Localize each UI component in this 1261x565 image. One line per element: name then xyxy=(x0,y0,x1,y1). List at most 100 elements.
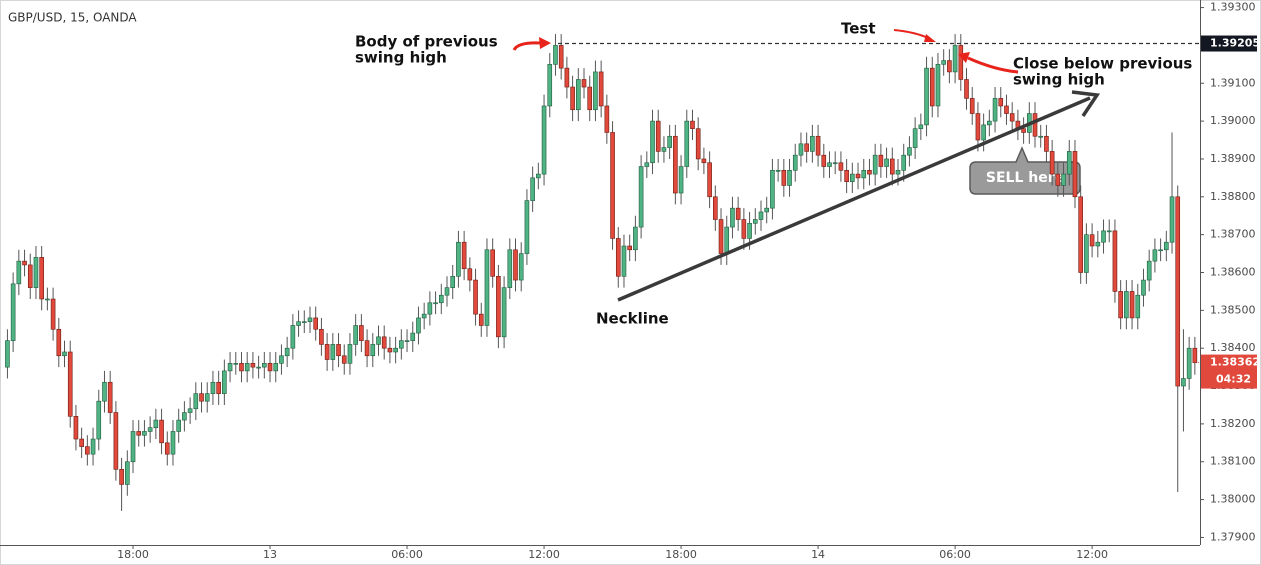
candle-body xyxy=(838,162,844,171)
candle-body xyxy=(918,124,924,129)
candle-body xyxy=(164,442,170,455)
candle-body xyxy=(741,219,747,239)
candle-body xyxy=(553,45,558,65)
candle-body xyxy=(256,366,261,369)
candle-body xyxy=(1038,135,1044,138)
candle-body xyxy=(792,154,798,171)
candle-body xyxy=(547,64,553,107)
candle-body xyxy=(1106,230,1112,233)
candle-body xyxy=(690,120,695,129)
y-tick-label: 1.38500 xyxy=(1210,303,1256,316)
candle-body xyxy=(102,381,107,402)
candle-body xyxy=(1089,234,1095,247)
candle-body xyxy=(958,45,964,80)
candle-body xyxy=(889,158,895,175)
candle-body xyxy=(67,351,73,417)
candle-body xyxy=(952,45,958,73)
candle-body xyxy=(490,249,495,277)
candle-body xyxy=(393,347,398,353)
candle-body xyxy=(964,79,969,99)
candle-body xyxy=(815,135,821,156)
candle-body xyxy=(673,135,678,194)
candle-body xyxy=(884,158,889,167)
candle-body xyxy=(222,370,227,394)
candle-body xyxy=(1186,347,1192,379)
annotation: Test xyxy=(841,20,876,38)
candle-body xyxy=(507,249,513,288)
price-line-label: 1.39205 xyxy=(1210,37,1260,50)
candle-body xyxy=(279,355,284,364)
candle-body xyxy=(713,196,718,220)
candle-body xyxy=(850,173,855,182)
candle-body xyxy=(1032,113,1038,137)
candle-body xyxy=(587,86,593,111)
candle-body xyxy=(1084,234,1089,273)
candle-body xyxy=(810,135,815,152)
countdown: 04:32 xyxy=(1216,373,1251,386)
candle-body xyxy=(364,340,370,357)
candle-body xyxy=(467,268,473,281)
candle-body xyxy=(530,177,535,201)
candle-body xyxy=(147,427,153,432)
candle-body xyxy=(1158,249,1163,252)
candle-body xyxy=(576,79,581,111)
candle-body xyxy=(284,347,290,357)
candle-body xyxy=(638,166,644,228)
candle-body xyxy=(324,344,330,360)
candle-body xyxy=(233,363,239,365)
candle-body xyxy=(182,412,187,421)
candle-body xyxy=(130,431,136,463)
candle-body xyxy=(969,98,975,114)
candle-body xyxy=(907,147,912,156)
candle-body xyxy=(501,287,507,338)
candle-body xyxy=(655,120,661,152)
candle-body xyxy=(90,438,96,455)
candle-body xyxy=(1101,230,1106,243)
candle-body xyxy=(159,419,164,444)
candle-body xyxy=(1009,113,1015,122)
candle-body xyxy=(695,128,701,160)
candle-body xyxy=(878,154,884,167)
candle-body xyxy=(96,400,102,440)
candle-body xyxy=(764,207,769,213)
candle-body xyxy=(79,438,84,447)
price-line-label-box xyxy=(1201,35,1257,52)
x-tick-label: 12:00 xyxy=(1076,548,1108,561)
candle-body xyxy=(307,317,313,323)
candle-body xyxy=(33,257,39,288)
candle-body xyxy=(524,200,530,254)
x-tick-label: 18:00 xyxy=(665,548,697,561)
y-tick-label: 1.39000 xyxy=(1210,114,1256,127)
candle-body xyxy=(347,344,353,364)
candle-body xyxy=(992,98,998,122)
candle-body xyxy=(387,347,393,353)
candle-body xyxy=(330,344,336,360)
candle-body xyxy=(707,162,712,198)
candle-body xyxy=(832,162,838,165)
candle-body xyxy=(1049,151,1055,175)
annotation: Body of previous xyxy=(355,33,498,51)
candle-body xyxy=(867,170,872,175)
candle-body xyxy=(1118,291,1123,319)
candle-body xyxy=(62,351,67,357)
candle-body xyxy=(176,419,181,432)
candle-body xyxy=(735,207,741,220)
candle-body xyxy=(1192,347,1198,363)
candle-body xyxy=(438,294,444,304)
candle-body xyxy=(262,363,267,368)
red-arrow xyxy=(967,56,1019,74)
candle-body xyxy=(775,170,781,172)
candle-body xyxy=(244,363,250,372)
y-tick-label: 1.38100 xyxy=(1210,455,1256,468)
last-price-box xyxy=(1201,354,1257,389)
candle-body xyxy=(947,60,952,73)
candle-body xyxy=(895,170,901,175)
y-tick-label: 1.37900 xyxy=(1210,530,1256,543)
candle-body xyxy=(473,279,478,315)
candle-body xyxy=(593,71,598,111)
candle-body xyxy=(1055,173,1061,186)
candle-body xyxy=(941,60,946,65)
candle-body xyxy=(27,264,33,288)
candle-body xyxy=(1004,105,1009,114)
candle-body xyxy=(136,431,142,436)
